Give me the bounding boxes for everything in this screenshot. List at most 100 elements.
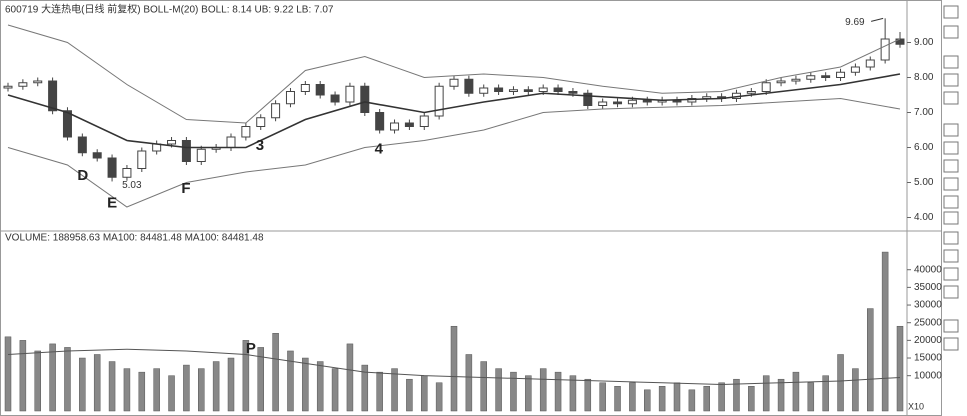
volume-bar <box>79 357 86 412</box>
y-tick-label: 6.00 <box>914 142 934 153</box>
volume-bar <box>346 343 354 412</box>
y-tick-label: 35000 <box>914 282 942 293</box>
volume-bar <box>108 361 116 412</box>
candle-body <box>865 59 875 68</box>
volume-bar <box>49 343 56 412</box>
tool-icon[interactable] <box>943 177 959 191</box>
candle-body <box>538 87 548 92</box>
candle-body <box>449 78 459 87</box>
price-title: 600719 大连热电(日线 前复权) BOLL-M(20) BOLL: 8.1… <box>5 3 334 16</box>
tool-icon[interactable] <box>943 285 959 299</box>
candle-body <box>271 103 281 119</box>
tool-icon[interactable] <box>943 141 959 155</box>
volume-bar <box>629 382 636 412</box>
volume-bar <box>198 368 205 412</box>
volume-title: VOLUME: 188958.63 MA100: 84481.48 MA100:… <box>5 233 264 244</box>
volume-bar <box>287 350 294 412</box>
volume-bar <box>183 364 190 412</box>
volume-bar <box>881 251 889 412</box>
volume-bar <box>525 375 532 412</box>
tool-icon[interactable] <box>943 55 959 69</box>
volume-bar <box>762 375 770 412</box>
volume-bar <box>331 368 339 412</box>
volume-bar <box>242 340 250 412</box>
y-tick-label: 25000 <box>914 317 942 328</box>
annotation: 4 <box>375 140 384 157</box>
tool-icon[interactable] <box>943 319 959 333</box>
volume-bar <box>688 389 696 412</box>
volume-bar <box>658 386 666 412</box>
unit-label: X10 <box>908 401 924 411</box>
candle-body <box>137 150 147 169</box>
volume-bar <box>302 357 309 412</box>
candle-body <box>419 115 429 127</box>
tool-icon[interactable] <box>943 5 959 19</box>
tool-icon[interactable] <box>943 195 959 209</box>
volume-bar <box>867 308 874 412</box>
volume-bar <box>584 378 592 412</box>
volume-bar <box>733 378 740 412</box>
candle-body <box>791 78 801 82</box>
tool-icon[interactable] <box>943 159 959 173</box>
candle-body <box>3 85 13 89</box>
volume-bar <box>406 378 413 412</box>
candle-body <box>241 126 251 138</box>
candle-body <box>77 136 87 154</box>
volume-bar <box>153 368 160 412</box>
tool-icon[interactable] <box>943 91 959 105</box>
y-tick-label: 7.00 <box>914 107 934 118</box>
candle-body <box>256 117 266 127</box>
volume-bar <box>272 333 279 412</box>
tool-icon[interactable] <box>943 267 959 281</box>
volume-bar <box>421 375 428 412</box>
volume-bar <box>435 382 443 412</box>
volume-bar <box>807 382 815 412</box>
candle-body <box>122 168 132 178</box>
high-arrow <box>871 17 884 22</box>
y-tick-label: 20000 <box>914 335 942 346</box>
annotation: 3 <box>256 137 264 154</box>
volume-bar <box>138 371 146 412</box>
y-tick-label: 15000 <box>914 353 942 364</box>
boll-mid <box>7 73 901 149</box>
volume-bar <box>673 382 681 412</box>
candle-body <box>107 157 117 178</box>
low-label: 5.03 <box>122 180 142 191</box>
volume-ma <box>7 348 901 386</box>
tool-icon[interactable] <box>943 249 959 263</box>
candle-body <box>330 94 340 103</box>
tool-icon[interactable] <box>943 211 959 225</box>
volume-bar <box>212 361 220 412</box>
annotation: F <box>181 180 190 197</box>
candle-body <box>523 89 533 92</box>
volume-bar <box>777 378 785 412</box>
frame <box>0 0 942 416</box>
tool-icon[interactable] <box>943 73 959 87</box>
volume-bar <box>599 382 606 412</box>
candle-body <box>553 87 563 92</box>
candle-body <box>92 152 102 159</box>
candle-body <box>464 78 474 94</box>
candle-body <box>598 101 608 106</box>
y-tick-label: 10000 <box>914 370 942 381</box>
candle-body <box>583 92 593 106</box>
volume-bar <box>539 368 547 412</box>
y-tick-label: 4.00 <box>914 212 934 223</box>
candle-body <box>434 85 444 117</box>
candle-body <box>167 140 177 145</box>
tool-icon[interactable] <box>943 123 959 137</box>
volume-bar <box>4 336 12 412</box>
annotation: E <box>107 194 117 211</box>
annotation: P <box>246 340 256 357</box>
tool-icon[interactable] <box>943 25 959 39</box>
high-label: 9.69 <box>845 17 865 28</box>
tool-icon[interactable] <box>943 231 959 245</box>
y-tick-label: 9.00 <box>914 37 934 48</box>
candle-body <box>196 148 206 162</box>
candle-body <box>746 91 756 94</box>
volume-bar <box>852 368 859 412</box>
candle-body <box>285 91 295 105</box>
tool-icon[interactable] <box>943 337 959 351</box>
candle-body <box>761 82 771 92</box>
